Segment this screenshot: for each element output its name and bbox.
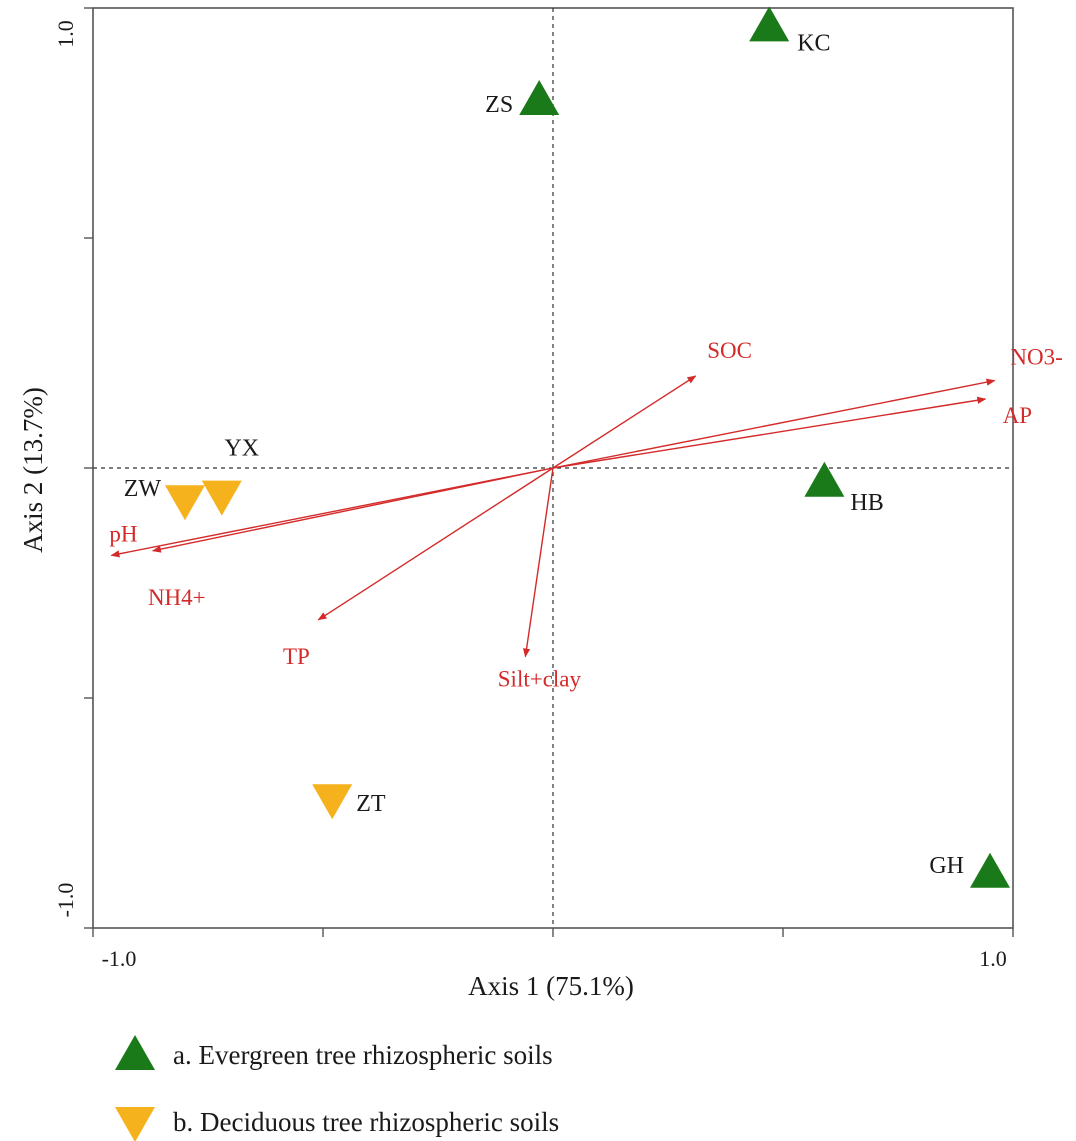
vector-arrow-nh4 xyxy=(151,467,554,553)
vector-label: AP xyxy=(1003,403,1032,428)
legend-marker-deciduous xyxy=(115,1107,155,1141)
vector-arrow-soc xyxy=(552,375,697,469)
points-layer: KC ZS HB GH ZW YX ZT xyxy=(124,6,1010,888)
y-axis-title: Axis 2 (13.7%) xyxy=(18,387,48,553)
point-label: HB xyxy=(850,490,883,516)
point-label: GH xyxy=(929,853,964,879)
legend-item-label: b. Deciduous tree rhizospheric soils xyxy=(173,1107,559,1137)
point-zs xyxy=(519,80,560,115)
legend: a. Evergreen tree rhizospheric soils b. D… xyxy=(115,1035,559,1141)
x-axis-title: Axis 1 (75.1%) xyxy=(468,971,634,1001)
vector-arrow-no3 xyxy=(552,378,996,469)
vector-label: NO3- xyxy=(1010,345,1062,370)
point-label: YX xyxy=(224,436,259,462)
vector-arrow-ap xyxy=(552,396,987,469)
vector-label: SOC xyxy=(707,338,752,363)
y-tick-label: -1.0 xyxy=(53,883,78,918)
x-tick-label: 1.0 xyxy=(979,946,1007,971)
vector-label: Silt+clay xyxy=(498,667,582,692)
point-yx xyxy=(201,480,242,516)
legend-marker-evergreen xyxy=(115,1035,155,1070)
vector-label: TP xyxy=(283,644,310,669)
point-zt xyxy=(312,784,353,820)
legend-item-label: a. Evergreen tree rhizospheric soils xyxy=(173,1040,553,1070)
point-label: ZW xyxy=(124,476,162,502)
point-label: KC xyxy=(797,30,830,56)
vector-arrow-siltclay xyxy=(523,467,554,658)
point-hb xyxy=(804,461,845,497)
point-zw xyxy=(165,485,205,521)
y-tick-label: 1.0 xyxy=(53,20,78,48)
point-kc xyxy=(749,6,790,42)
vector-arrow-tp xyxy=(317,467,554,621)
point-gh xyxy=(970,852,1010,888)
vector-label: pH xyxy=(109,521,137,546)
x-tick-label: -1.0 xyxy=(102,946,137,971)
ticks-layer: -1.0 1.0 1.0 -1.0 xyxy=(53,7,1014,971)
point-label: ZS xyxy=(485,92,513,118)
vectors-layer: SOC NO3- AP pH NH4+ TP Silt+clay xyxy=(109,338,1062,692)
vector-label: NH4+ xyxy=(148,585,206,610)
point-label: ZT xyxy=(356,791,386,817)
